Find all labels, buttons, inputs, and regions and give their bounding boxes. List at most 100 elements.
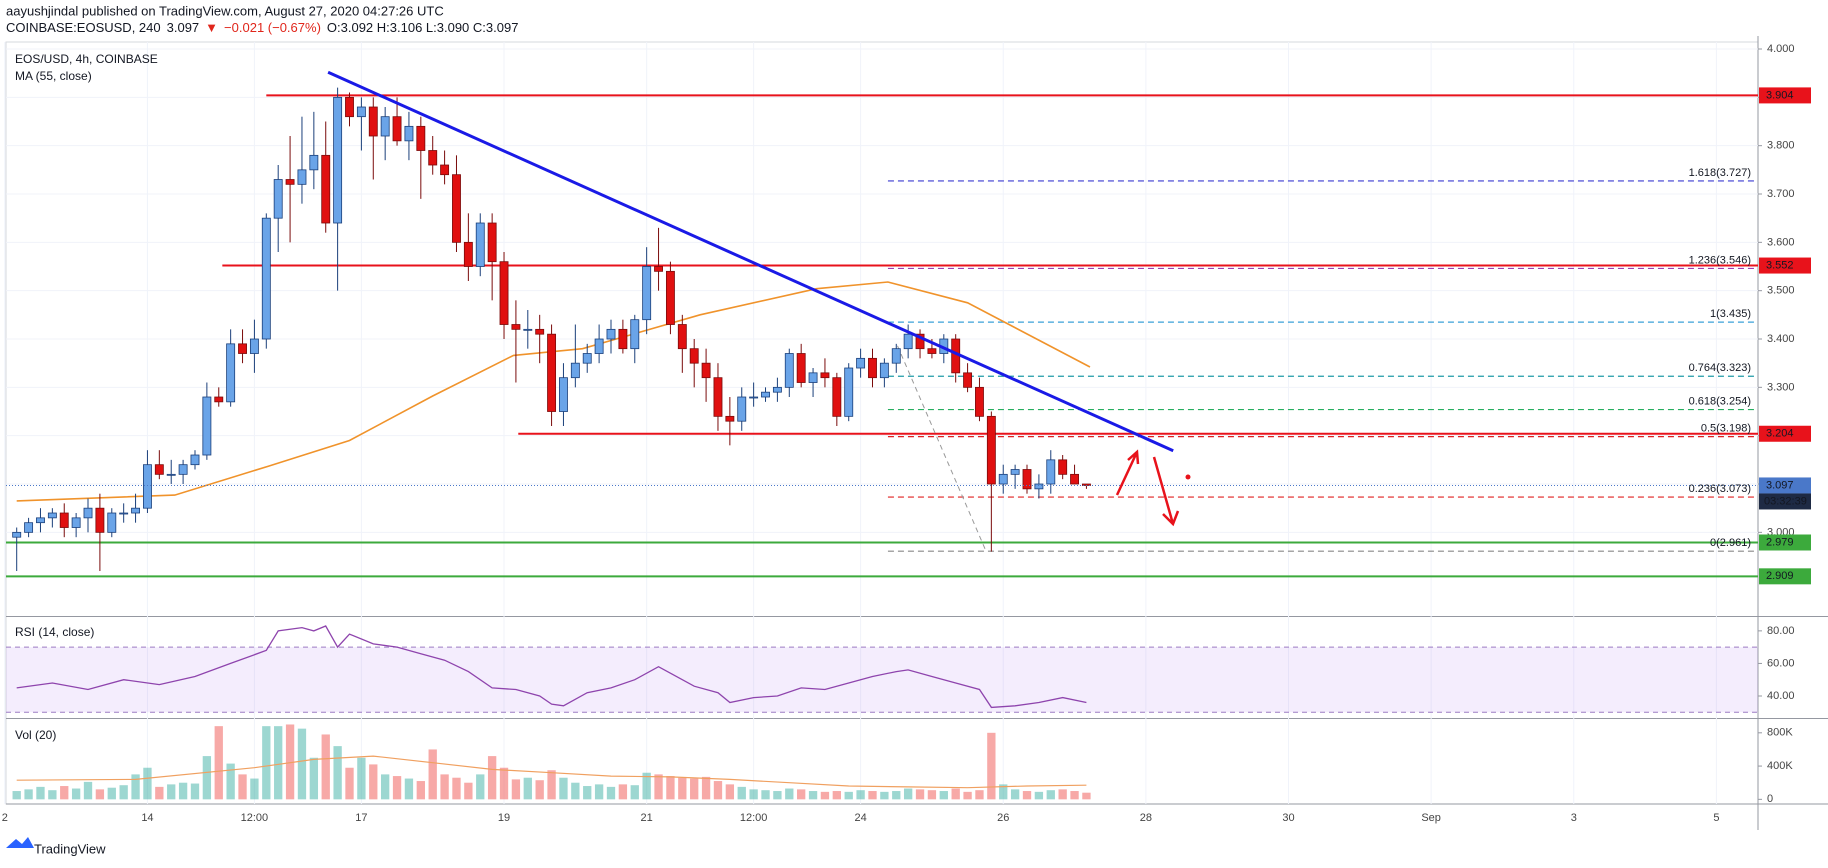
volume-bar (487, 756, 497, 800)
candle-body (713, 377, 723, 417)
ma-label: MA (55, close) (15, 69, 92, 83)
volume-bar (1082, 792, 1091, 800)
volume-bar (571, 782, 580, 800)
volume-bar (214, 726, 223, 800)
arrow-up (1115, 449, 1140, 496)
volume-bar (963, 791, 972, 800)
level-price-label-box (1759, 87, 1811, 104)
candle-body (808, 372, 818, 383)
candle-body (559, 377, 568, 412)
rsi-tick-label: 60.00 (1767, 657, 1795, 669)
fib-label: 1.236(3.546) (1689, 254, 1751, 266)
volume-bar (523, 777, 532, 800)
volume-bar (797, 789, 806, 800)
volume-bar (737, 786, 746, 800)
volume-bar (499, 767, 509, 800)
x-tick-label: 24 (854, 812, 866, 824)
candle-body (333, 96, 343, 224)
volume-bar (630, 785, 639, 800)
candle-body (24, 522, 34, 533)
volume-bar (131, 774, 140, 800)
y-tick-label: 3.700 (1767, 188, 1795, 200)
candle-body (879, 362, 889, 379)
candle-body (665, 270, 675, 325)
fib-label: 1.618(3.727) (1689, 167, 1751, 179)
volume-bar (309, 757, 319, 800)
x-tick-label: 26 (997, 812, 1009, 824)
candle-body (131, 507, 140, 514)
candle-body (963, 372, 973, 388)
candle-body (452, 174, 461, 243)
candle-body (998, 473, 1008, 485)
x-tick-label: 14 (141, 812, 153, 824)
volume-bar (119, 785, 128, 800)
candle-body (107, 512, 117, 533)
volume-bar (357, 757, 366, 800)
candle-body (368, 106, 378, 137)
fib-label: 0.236(3.073) (1689, 483, 1751, 495)
volume-bar (868, 791, 877, 800)
volume-bar (36, 786, 45, 800)
countdown-box (1759, 493, 1811, 510)
candle-body (416, 125, 426, 151)
header-part: 3.097 (167, 20, 200, 35)
vol-label: Vol (20) (15, 728, 56, 742)
volume-bar (297, 728, 307, 800)
candle-body (404, 125, 414, 142)
candle-body (1010, 469, 1020, 475)
candle-body (428, 150, 438, 166)
level-price-label-box (1759, 568, 1811, 585)
volume-bar (606, 786, 616, 800)
volume-bar (71, 788, 81, 800)
volume-bar (1022, 791, 1032, 800)
countdown: 03:32:39 (1764, 495, 1807, 507)
x-tick-label: 3 (1571, 812, 1577, 824)
volume-bar (83, 781, 93, 800)
volume-bar (951, 788, 960, 800)
candle-body (856, 357, 866, 369)
level-price-label: 3.552 (1766, 259, 1794, 271)
symbol-line: COINBASE:EOSUSD, 240 3.097 ▼ −0.021 (−0.67%… (6, 20, 518, 35)
candle-body (844, 367, 854, 417)
x-tick-label: 19 (498, 812, 510, 824)
candle-body (380, 116, 390, 137)
volume-bar (1034, 791, 1044, 800)
fib-label: 0(2.961) (1710, 537, 1751, 549)
candle-body (701, 362, 711, 379)
y-tick-label: 3.800 (1767, 140, 1795, 152)
candle-body (796, 353, 806, 383)
volume-bar (321, 734, 330, 800)
candle-body (761, 391, 770, 398)
candle-body (36, 517, 45, 524)
candle-body (986, 415, 996, 485)
header-part: ▼ (205, 20, 218, 35)
candle-body (523, 328, 533, 331)
volume-bar (48, 790, 57, 800)
level-price-label: 2.909 (1766, 570, 1794, 582)
candle-body (392, 116, 402, 142)
candle-body (214, 396, 224, 403)
volume-bar (369, 764, 378, 800)
volume-bar (167, 784, 176, 800)
candle-body (297, 169, 307, 185)
volume-bar (238, 774, 247, 800)
candle-body (511, 324, 521, 330)
candle-body (226, 343, 236, 403)
volume-bar (12, 791, 21, 800)
fib-label: 1(3.435) (1710, 308, 1751, 320)
rsi-label: RSI (14, close) (15, 625, 94, 639)
volume-bar (856, 790, 865, 800)
volume-bar (690, 778, 699, 800)
header-part: O:3.092 H:3.106 L:3.090 C:3.097 (327, 20, 519, 35)
level-price-label: 3.904 (1766, 89, 1794, 101)
volume-bar (535, 780, 544, 800)
candle-body (606, 328, 616, 340)
candle-body (642, 266, 652, 321)
volume-bar (274, 726, 283, 800)
volume-bar (773, 791, 782, 800)
volume-bar (95, 789, 105, 800)
candle-body (677, 324, 687, 350)
volume-bar (404, 778, 414, 800)
candle-body (820, 372, 830, 379)
candle-body (261, 217, 271, 340)
